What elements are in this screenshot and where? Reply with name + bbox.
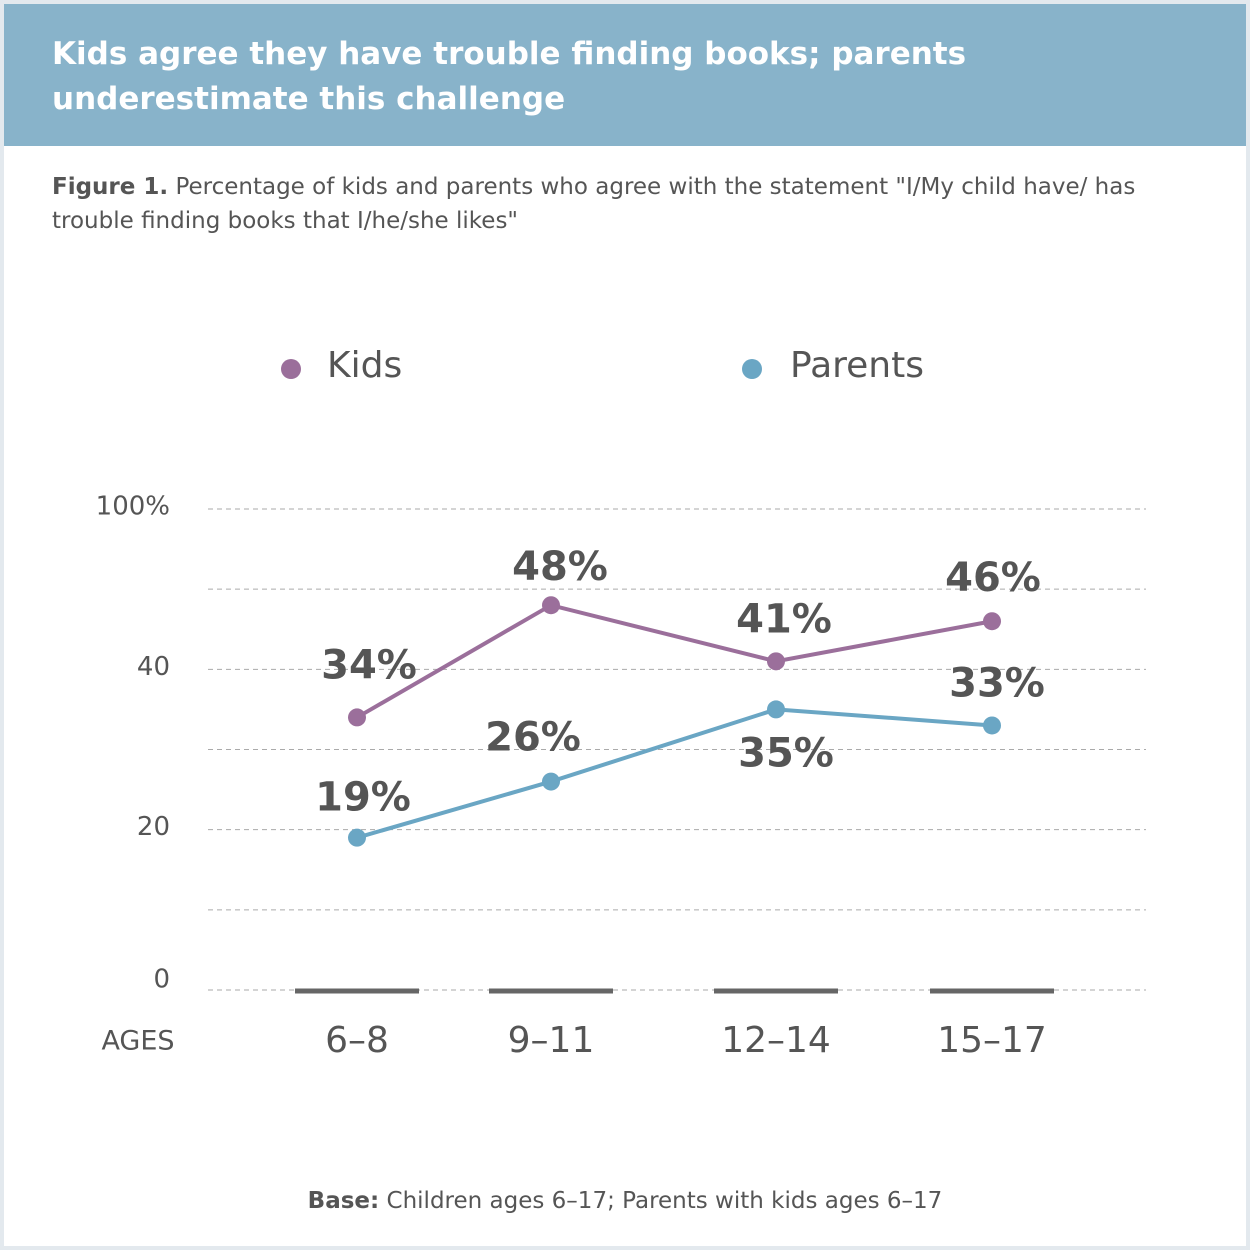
data-point bbox=[542, 772, 560, 791]
data-point bbox=[767, 700, 785, 719]
value-label: 33% bbox=[949, 660, 1045, 706]
data-point bbox=[983, 612, 1001, 631]
x-axis-label: AGES bbox=[101, 1026, 174, 1057]
caption: Figure 1. Percentage of kids and parents… bbox=[52, 170, 1172, 238]
y-tick-label: 40 bbox=[137, 652, 170, 682]
series-line bbox=[356, 707, 993, 840]
x-tick-label: 15–17 bbox=[937, 1020, 1047, 1061]
x-tick-label: 6–8 bbox=[325, 1020, 389, 1061]
value-label: 46% bbox=[945, 555, 1041, 601]
footer: Base: Children ages 6–17; Parents with k… bbox=[4, 1188, 1246, 1214]
data-point bbox=[348, 828, 366, 847]
legend-marker bbox=[281, 359, 301, 379]
y-tick-label: 0 bbox=[153, 965, 170, 995]
base-text: Children ages 6–17; Parents with kids ag… bbox=[386, 1188, 943, 1214]
base-label: Base: bbox=[307, 1188, 380, 1214]
y-tick-label: 20 bbox=[137, 812, 170, 842]
header: Kids agree they have trouble finding boo… bbox=[4, 4, 1246, 146]
value-label: 19% bbox=[315, 775, 411, 821]
y-tick-label: 100% bbox=[96, 492, 170, 522]
value-label: 26% bbox=[485, 715, 581, 761]
legend-marker bbox=[742, 359, 762, 379]
value-label: 41% bbox=[736, 596, 832, 642]
chart-title: Kids agree they have trouble finding boo… bbox=[52, 36, 967, 117]
legend-label: Parents bbox=[790, 345, 924, 386]
data-point bbox=[348, 708, 366, 727]
caption-text: Percentage of kids and parents who agree… bbox=[52, 174, 1136, 234]
data-point bbox=[767, 652, 785, 671]
series-line bbox=[355, 603, 993, 720]
data-point bbox=[542, 596, 560, 615]
value-label: 48% bbox=[512, 544, 608, 590]
legend-label: Kids bbox=[327, 345, 402, 386]
value-label: 35% bbox=[738, 730, 834, 776]
x-tick-label: 12–14 bbox=[721, 1020, 831, 1061]
caption-label: Figure 1. bbox=[52, 174, 169, 200]
chart: 0 20 40 100% AGES 6–8 9–11 12–14 15–17 Kids Parent… bbox=[96, 345, 1146, 1061]
data-point bbox=[983, 716, 1001, 735]
value-label: 34% bbox=[321, 642, 417, 688]
x-tick-label: 9–11 bbox=[508, 1020, 595, 1061]
